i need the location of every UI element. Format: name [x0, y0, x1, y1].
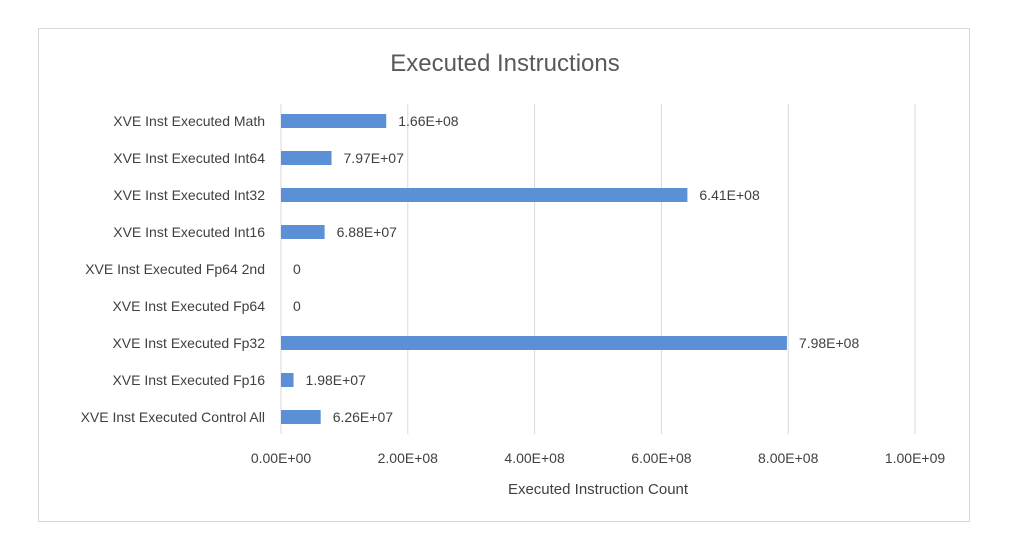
data-label: 0 — [293, 261, 301, 277]
category-label: XVE Inst Executed Int64 — [113, 150, 265, 166]
data-labels: 1.66E+08 7.97E+07 6.41E+08 6.88E+07 0 0 7.98E+… — [293, 113, 859, 425]
data-label: 7.98E+08 — [799, 335, 860, 351]
data-label: 0 — [293, 298, 301, 314]
bar — [281, 336, 787, 350]
category-label: XVE Inst Executed Int32 — [113, 187, 265, 203]
bar — [281, 225, 325, 239]
data-label: 1.98E+07 — [306, 372, 367, 388]
x-tick-label: 1.00E+09 — [885, 450, 946, 466]
chart-frame: Executed Instructions XVE Inst Executed … — [38, 28, 970, 522]
x-tick-label: 0.00E+00 — [251, 450, 312, 466]
bar — [281, 114, 387, 128]
bar — [281, 151, 332, 165]
x-tick-label: 8.00E+08 — [758, 450, 819, 466]
category-label: XVE Inst Executed Control All — [81, 409, 265, 425]
chart-title: Executed Instructions — [390, 50, 619, 77]
category-label: XVE Inst Executed Fp16 — [112, 372, 265, 388]
category-labels: XVE Inst Executed Math XVE Inst Executed … — [81, 113, 266, 425]
data-label: 6.26E+07 — [333, 409, 394, 425]
x-tick-label: 4.00E+08 — [504, 450, 565, 466]
data-label: 6.41E+08 — [699, 187, 760, 203]
bar — [281, 188, 688, 202]
x-axis-title: Executed Instruction Count — [508, 481, 689, 498]
category-label: XVE Inst Executed Fp64 — [112, 298, 265, 314]
x-tick-label: 2.00E+08 — [378, 450, 439, 466]
x-tick-labels: 0.00E+00 2.00E+08 4.00E+08 6.00E+08 8.00E+08… — [251, 450, 946, 466]
bar-chart: Executed Instructions XVE Inst Executed … — [81, 50, 946, 498]
bar — [281, 373, 294, 387]
bar — [281, 410, 321, 424]
data-label: 6.88E+07 — [337, 224, 398, 240]
x-tick-label: 6.00E+08 — [631, 450, 692, 466]
data-label: 1.66E+08 — [398, 113, 459, 129]
bars — [281, 114, 787, 424]
category-label: XVE Inst Executed Int16 — [113, 224, 265, 240]
category-label: XVE Inst Executed Math — [113, 113, 265, 129]
category-label: XVE Inst Executed Fp32 — [112, 335, 265, 351]
data-label: 7.97E+07 — [344, 150, 405, 166]
category-label: XVE Inst Executed Fp64 2nd — [85, 261, 265, 277]
